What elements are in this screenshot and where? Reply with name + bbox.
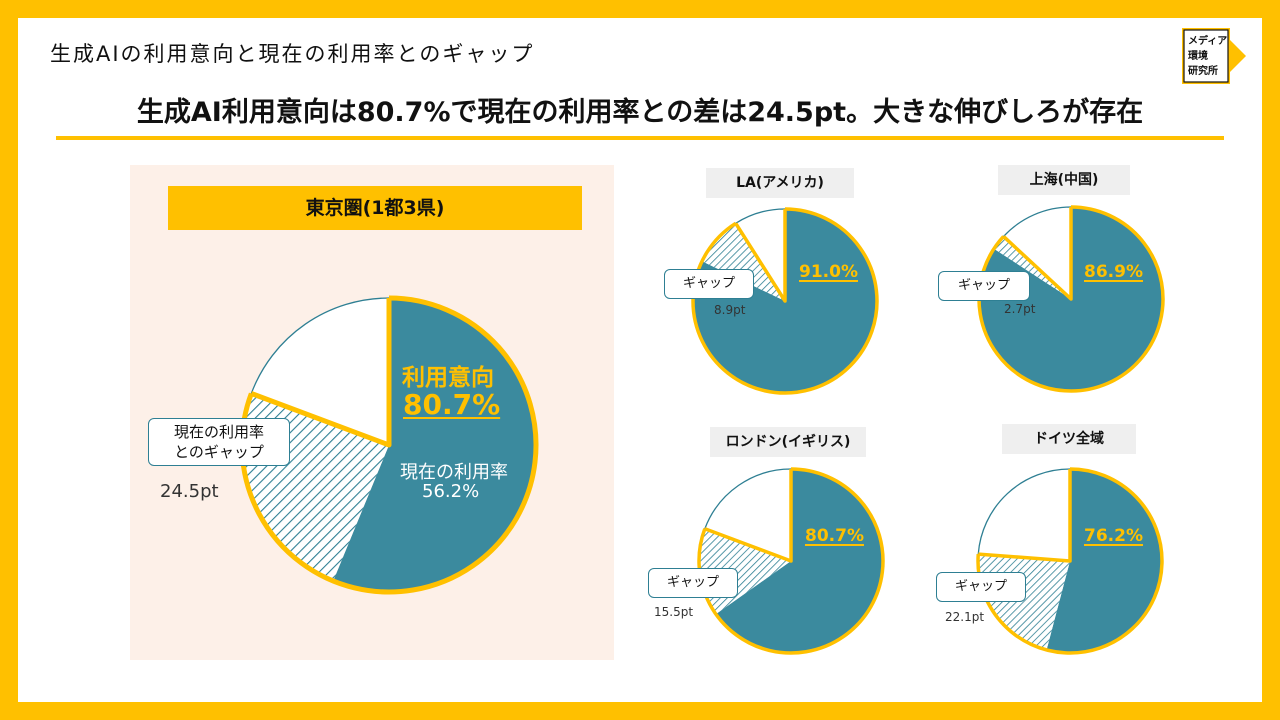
tokyo-intent-outline (239, 295, 539, 595)
la-gap-callout: ギャップ (664, 269, 754, 299)
shanghai-chart-title: 上海(中国) (998, 165, 1130, 195)
shanghai-gap-value: 2.7pt (1004, 302, 1036, 316)
slide: 生成AIの利用意向と現在の利用率とのギャップ メディア 環境 研究所 生成AI利… (18, 18, 1262, 702)
logo-line-2: 環境 (1188, 49, 1208, 62)
logo-line-3: 研究所 (1188, 64, 1218, 77)
la-chart-title: LA(アメリカ) (706, 168, 854, 198)
shanghai-remainder-slice (1002, 206, 1072, 301)
shanghai-intent-radii (1002, 207, 1073, 301)
london-remainder-slice (704, 468, 792, 562)
logo-line-1: メディア (1188, 34, 1227, 47)
london-current-usage-slice (715, 469, 883, 653)
shanghai-intent-value: 86.9% (1084, 262, 1143, 282)
london-intent-outline (697, 467, 885, 655)
london-gap-value: 15.5pt (654, 605, 694, 619)
london-pie-chart (697, 467, 885, 655)
germany-remainder-slice (977, 468, 1071, 562)
shanghai-gap-callout: ギャップ (938, 271, 1030, 301)
shanghai-intent-outline (977, 205, 1165, 393)
tokyo-gap-label-line2: とのギャップ (174, 443, 264, 461)
tokyo-gap-label-line1: 現在の利用率 (173, 423, 264, 441)
la-pie-chart (691, 207, 879, 395)
tokyo-intent-label: 利用意向 (402, 365, 494, 391)
tokyo-current-label: 現在の利用率 (400, 462, 508, 483)
la-gap-slice (702, 223, 785, 301)
la-gap-value: 8.9pt (714, 303, 746, 317)
germany-intent-outline (976, 467, 1164, 655)
germany-pie-chart (976, 467, 1164, 655)
la-intent-value: 91.0% (799, 262, 858, 282)
germany-intent-radii (978, 469, 1072, 563)
tokyo-gap-value: 24.5pt (160, 481, 219, 502)
shanghai-pie-chart (977, 205, 1165, 393)
media-lab-logo: メディア 環境 研究所 (1182, 28, 1246, 84)
london-chart-title: ロンドン(イギリス) (710, 427, 866, 457)
germany-gap-callout: ギャップ (936, 572, 1026, 602)
london-gap-callout: ギャップ (648, 568, 738, 598)
slide-title: 生成AIの利用意向と現在の利用率とのギャップ (50, 42, 535, 66)
tokyo-gap-callout: 現在の利用率 とのギャップ (148, 418, 290, 466)
tokyo-chart-title: 東京圏(1都3県) (168, 186, 582, 230)
london-intent-value: 80.7% (805, 526, 864, 546)
tokyo-current-usage-slice (333, 298, 536, 592)
germany-current-usage-slice (1046, 469, 1162, 653)
germany-chart-title: ドイツ全域 (1002, 424, 1136, 454)
germany-intent-value: 76.2% (1084, 526, 1143, 546)
tokyo-intent-radii (250, 298, 392, 448)
tokyo-intent-value: 80.7% (403, 388, 501, 421)
germany-gap-value: 22.1pt (945, 610, 985, 624)
la-intent-radii (734, 209, 787, 303)
tokyo-remainder-slice (250, 297, 390, 446)
tokyo-current-value: 56.2% (422, 481, 480, 502)
headline: 生成AI利用意向は80.7%で現在の利用率との差は24.5pt。大きな伸びしろが… (136, 97, 1144, 128)
london-intent-radii (704, 469, 793, 563)
headline-underline (56, 136, 1224, 140)
